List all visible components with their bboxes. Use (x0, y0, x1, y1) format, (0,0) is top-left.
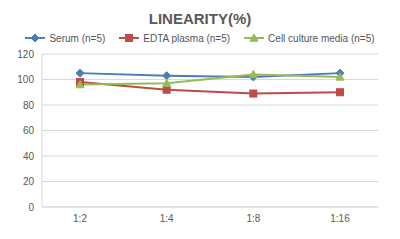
html-text:Cell culture media (n=5): Cell culture media (n=5) (268, 32, 375, 44)
svg-text:40: 40 (23, 151, 35, 162)
svg-text:1:4: 1:4 (160, 213, 174, 224)
svg-text:20: 20 (23, 176, 35, 187)
svg-text:100: 100 (17, 74, 34, 85)
html-text:LINEARITY(%): LINEARITY(%) (148, 10, 252, 27)
html-text:Serum (n=5): Serum (n=5) (49, 32, 106, 44)
svg-text:120: 120 (17, 49, 34, 60)
svg-text:0: 0 (28, 202, 34, 213)
svg-text:1:8: 1:8 (246, 213, 260, 224)
html-text:EDTA plasma (n=5): EDTA plasma (n=5) (143, 32, 231, 44)
svg-text:1:16: 1:16 (330, 213, 350, 224)
svg-text:1:2: 1:2 (73, 213, 87, 224)
svg-text:60: 60 (23, 125, 35, 136)
svg-text:80: 80 (23, 100, 35, 111)
